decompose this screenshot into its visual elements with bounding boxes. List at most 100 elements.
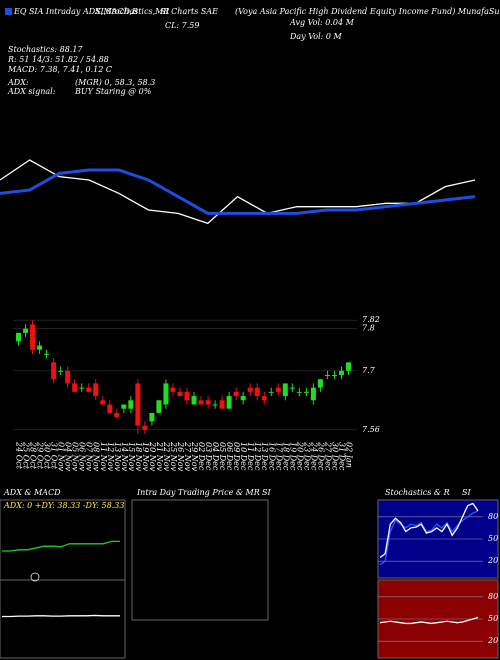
candle-body	[338, 370, 344, 375]
candle-body	[30, 324, 36, 350]
candle-body	[261, 396, 267, 401]
candle-body	[177, 391, 183, 397]
y-tick-label: 80	[488, 512, 498, 521]
y-tick-label: 7.82	[362, 315, 380, 324]
logo-icon	[5, 8, 12, 15]
x-tick-label: 12 Nov	[106, 442, 115, 472]
annotation: (MGR) 0, 58.3, 58.3	[75, 78, 155, 87]
candle-body	[198, 400, 204, 405]
x-tick-label: 27 Dec	[323, 441, 332, 471]
x-tick-label: 26 Nov	[176, 441, 185, 472]
x-tick-label: 06 Nov	[78, 442, 87, 472]
annotation: BUY Staring @ 0%	[74, 87, 152, 96]
candle-body	[121, 404, 127, 409]
annotation: SI Charts SAE	[160, 7, 218, 16]
candle-body	[16, 332, 22, 342]
candle-body	[212, 404, 218, 406]
x-tick-label: 14 Nov	[120, 442, 129, 472]
x-tick-label: 20 Nov	[148, 441, 157, 472]
intraday-frame	[131, 499, 269, 621]
candle-body	[275, 387, 281, 392]
x-tick-label: 02 Jan	[344, 442, 353, 468]
x-tick-label: 13 Dec	[260, 442, 269, 471]
x-tick-label: 04 Dec	[211, 442, 220, 471]
annotation: ADX signal:	[7, 87, 56, 96]
candle-body	[79, 387, 85, 389]
x-tick-label: 02 Dec	[197, 442, 206, 471]
y-tick-label: 50	[488, 614, 498, 623]
x-tick-label: 11 Dec	[246, 442, 255, 471]
series-line	[0, 159, 476, 225]
candle-body	[156, 400, 162, 413]
chart-subtitle: SI	[462, 488, 471, 497]
candle-body	[149, 412, 155, 422]
x-tick-label: 27 Nov	[183, 441, 192, 472]
y-tick-label: 7.7	[362, 366, 376, 375]
x-tick-label: 24 Dec	[309, 441, 318, 471]
x-tick-label: 26 Dec	[316, 441, 325, 471]
chart-title: Stochastics & R	[385, 488, 450, 497]
candle-body	[51, 362, 57, 380]
x-tick-label: 08 Nov	[92, 442, 101, 472]
candle-body	[170, 387, 176, 392]
candle-body	[219, 400, 225, 409]
candle-body	[289, 387, 295, 389]
chart-title: Intra Day Trading Price & MR	[136, 488, 260, 497]
x-tick-label: 25 Oct	[22, 441, 31, 470]
y-tick-label: 80	[488, 592, 498, 601]
x-tick-label: 12 Dec	[253, 442, 262, 471]
candle-body	[100, 400, 106, 405]
x-tick-label: 09 Dec	[232, 442, 241, 471]
macd-frame	[0, 579, 126, 659]
annotation: Avg Vol: 0.04 M	[289, 18, 355, 27]
y-tick-label: 7.8	[362, 324, 375, 333]
x-tick-label: 15 Nov	[127, 442, 136, 472]
y-tick-label: 50	[488, 534, 498, 543]
x-tick-label: 31 Oct	[50, 442, 59, 470]
chart-subtitle: ADX: 0 +DY: 38.33 -DY: 58.33	[3, 501, 124, 510]
x-tick-label: 23 Dec	[302, 441, 311, 471]
x-tick-label: 07 Nov	[85, 442, 94, 472]
x-tick-label: 05 Nov	[71, 442, 80, 472]
candle-body	[72, 383, 78, 392]
candle-body	[128, 400, 134, 409]
x-tick-label: 06 Dec	[225, 442, 234, 471]
chart-title: ADX & MACD	[3, 488, 61, 497]
candle-body	[86, 387, 92, 392]
x-tick-label: 21 Nov	[155, 441, 164, 472]
y-tick-label: 20	[487, 556, 498, 565]
annotation: Stochastics: 88.17	[8, 45, 83, 54]
candle-body	[191, 396, 197, 405]
candle-body	[345, 362, 351, 371]
annotation: R: 51 14/3: 51.82 / 54.88	[7, 55, 109, 64]
series-line	[379, 502, 479, 559]
y-tick-label: 7.56	[362, 425, 380, 434]
annotation: Day Vol: 0 M	[289, 32, 343, 41]
chart-title: (Voya Asia Pacific High Dividend Equity …	[235, 7, 500, 16]
candle-body	[247, 387, 253, 392]
candle-body	[226, 396, 232, 409]
candle-body	[23, 328, 29, 333]
candle-body	[135, 383, 141, 426]
candle-body	[44, 353, 50, 355]
x-tick-label: 13 Nov	[113, 442, 122, 472]
x-tick-label: 19 Dec	[288, 442, 297, 471]
candle-body	[331, 375, 337, 376]
candle-body	[184, 391, 190, 401]
chart-subtitle: SI	[262, 488, 271, 497]
candle-body	[65, 370, 71, 384]
x-tick-label: 10 Dec	[239, 442, 248, 471]
series-line	[379, 616, 479, 625]
candle-body	[268, 391, 274, 393]
x-tick-label: 03 Dec	[204, 442, 213, 471]
x-tick-label: 04 Nov	[64, 442, 73, 472]
y-tick-label: 20	[487, 636, 498, 645]
series-line	[379, 510, 479, 566]
candle-body	[107, 404, 113, 413]
x-tick-label: 11 Nov	[99, 442, 108, 472]
x-tick-label: 24 Oct	[15, 441, 24, 470]
symbol	[30, 572, 40, 582]
candle-body	[240, 396, 246, 401]
x-tick-label: 20 Dec	[295, 441, 304, 471]
series-line	[2, 540, 120, 552]
